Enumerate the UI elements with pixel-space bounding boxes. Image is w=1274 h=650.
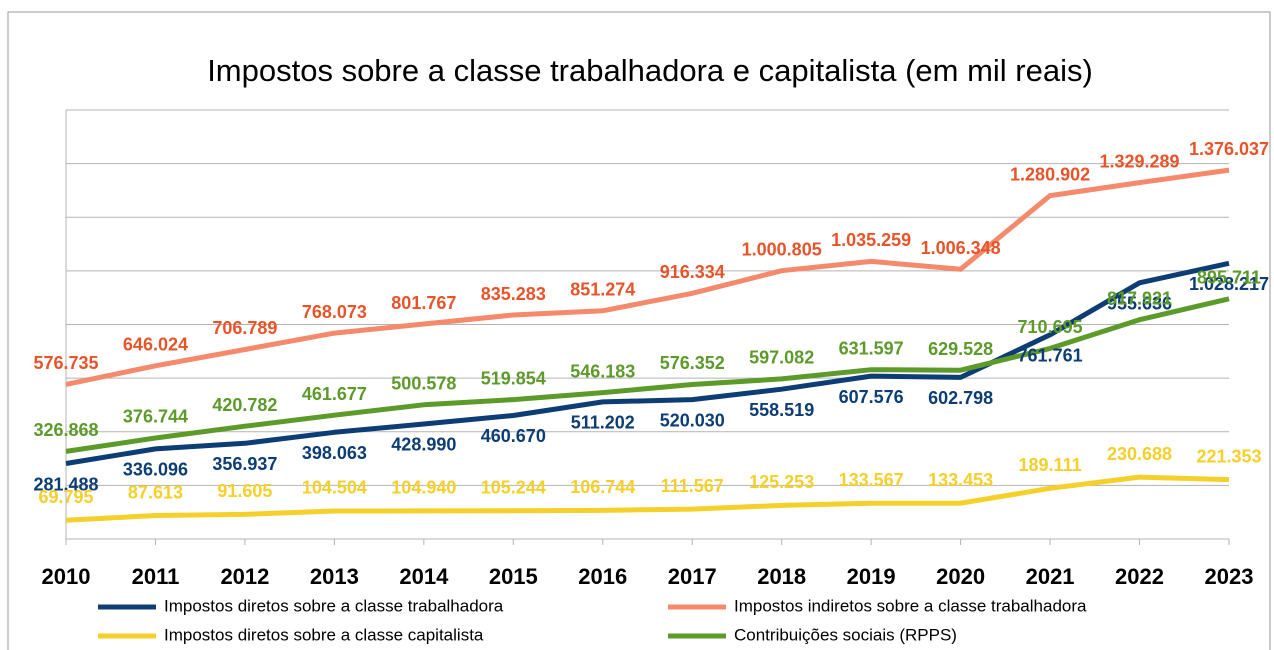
data-label: 955.636 [1107, 294, 1172, 314]
chart-title: Impostos sobre a classe trabalhadora e c… [207, 53, 1093, 88]
x-tick-label: 2016 [578, 564, 627, 589]
data-label: 895.711 [1197, 268, 1261, 288]
x-tick-label: 2021 [1026, 564, 1075, 589]
data-label: 597.082 [749, 348, 814, 368]
data-label: 1.006.348 [921, 238, 1001, 258]
data-label: 835.283 [481, 284, 546, 304]
data-label: 460.670 [481, 426, 546, 446]
x-tick-label: 2013 [310, 564, 359, 589]
data-label: 500.578 [391, 374, 456, 394]
legend-label: Contribuições sociais (RPPS) [734, 625, 957, 644]
legend-label: Impostos diretos sobre a classe trabalha… [164, 596, 504, 615]
data-label: 631.597 [839, 338, 904, 358]
x-tick-label: 2015 [489, 564, 538, 589]
x-tick-label: 2011 [132, 564, 180, 589]
series-line [65, 260, 1230, 466]
data-label: 133.453 [928, 470, 993, 490]
data-label: 817.921 [1107, 288, 1172, 308]
data-label: 1.035.259 [831, 230, 911, 250]
legend-label: Impostos indiretos sobre a classe trabal… [734, 596, 1087, 615]
data-label: 91.605 [217, 481, 272, 501]
data-label: 221.353 [1196, 446, 1261, 466]
data-label: 916.334 [660, 262, 725, 282]
data-label: 706.789 [212, 318, 277, 338]
data-label: 646.024 [123, 335, 188, 355]
data-label: 1.376.037 [1189, 139, 1269, 159]
data-label: 420.782 [212, 395, 277, 415]
data-label: 106.744 [570, 477, 635, 497]
x-tick-label: 2017 [668, 564, 717, 589]
data-label: 629.528 [928, 339, 993, 359]
data-label: 105.244 [481, 478, 546, 498]
data-label: 520.030 [660, 410, 725, 430]
data-label: 189.111 [1019, 455, 1082, 475]
data-label: 1.329.289 [1099, 151, 1179, 171]
data-label: 87.613 [128, 482, 183, 502]
data-label: 607.576 [839, 387, 904, 407]
data-label: 398.063 [302, 443, 367, 463]
data-label: 326.868 [33, 420, 98, 440]
x-tick-label: 2020 [936, 564, 985, 589]
data-label: 428.990 [391, 435, 456, 455]
data-label: 69.795 [38, 487, 93, 507]
data-label: 576.735 [33, 353, 98, 373]
x-tick-label: 2023 [1205, 564, 1254, 589]
data-label: 111.567 [661, 476, 724, 496]
data-label: 801.767 [391, 293, 456, 313]
data-label: 376.744 [123, 407, 188, 427]
data-label: 125.253 [749, 472, 814, 492]
x-tick-label: 2014 [399, 564, 449, 589]
data-label: 768.073 [302, 302, 367, 322]
data-label: 546.183 [570, 361, 635, 381]
x-tick-label: 2018 [757, 564, 806, 589]
data-label: 133.567 [839, 470, 904, 490]
data-label: 1.028.217 [1189, 274, 1269, 294]
chart-frame [7, 11, 1271, 650]
legend-label: Impostos diretos sobre a classe capitali… [164, 625, 484, 644]
series-line [65, 474, 1230, 523]
series-line [65, 167, 1230, 387]
x-tick-label: 2010 [42, 564, 91, 589]
data-label: 281.488 [33, 474, 98, 494]
data-label: 710.695 [1018, 317, 1083, 337]
data-label: 851.274 [570, 280, 635, 300]
x-tick-label: 2022 [1115, 564, 1164, 589]
data-label: 356.937 [212, 454, 277, 474]
data-label: 519.854 [481, 368, 546, 388]
data-label: 576.352 [660, 353, 725, 373]
data-label: 1.000.805 [742, 239, 822, 259]
data-label: 558.519 [749, 400, 814, 420]
data-label: 104.504 [302, 478, 367, 498]
data-label: 461.677 [302, 384, 367, 404]
data-label: 336.096 [123, 460, 188, 480]
data-label: 761.761 [1018, 346, 1083, 366]
series-line [65, 296, 1230, 454]
data-label: 230.688 [1107, 444, 1172, 464]
x-tick-label: 2019 [847, 564, 896, 589]
data-label: 602.798 [928, 388, 993, 408]
data-label: 511.202 [571, 413, 635, 433]
x-tick-label: 2012 [220, 564, 269, 589]
data-label: 1.280.902 [1010, 164, 1090, 184]
data-label: 104.940 [391, 478, 456, 498]
